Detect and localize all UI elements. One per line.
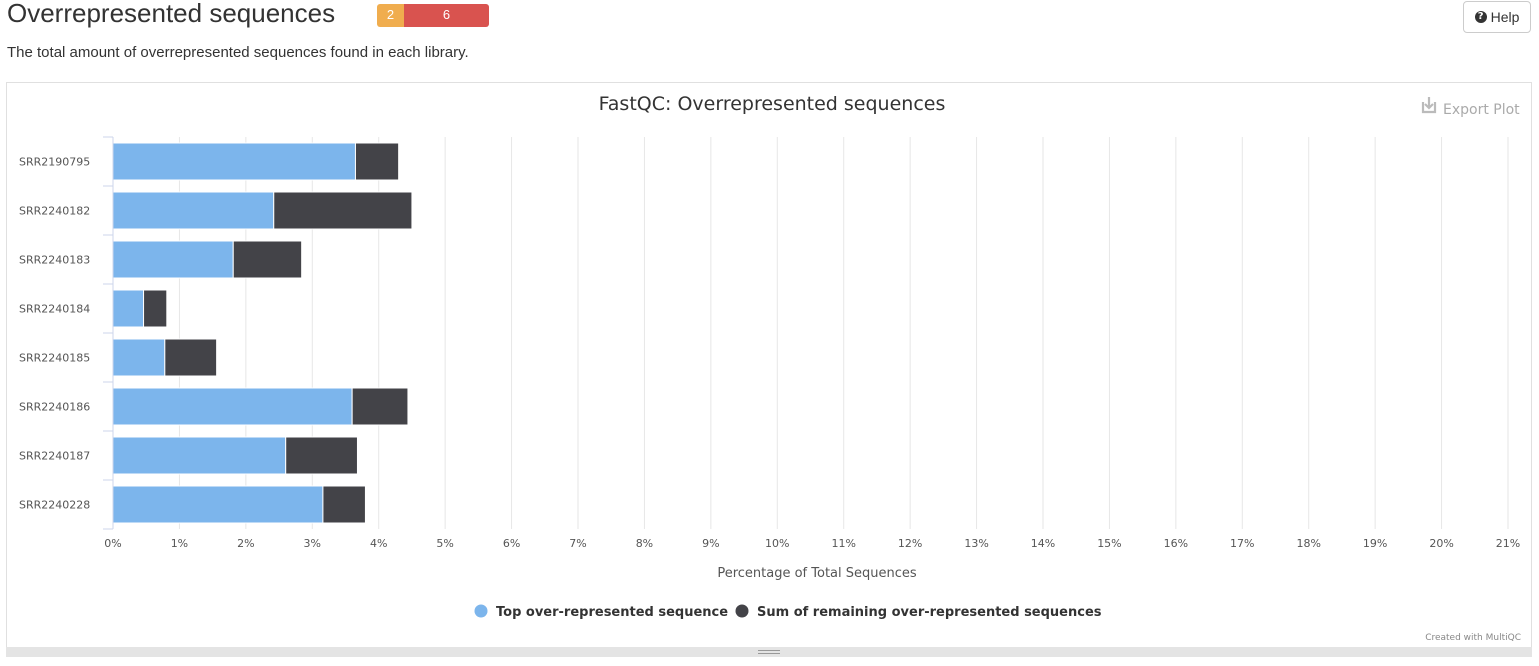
y-tick-label: SRR2240183 xyxy=(19,254,90,267)
x-tick-label: 18% xyxy=(1296,537,1320,550)
y-tick-label: SRR2190795 xyxy=(19,156,90,169)
y-tick-label: SRR2240228 xyxy=(19,499,90,512)
y-tick-label: SRR2240182 xyxy=(19,205,90,218)
bar-top-sequence[interactable] xyxy=(112,191,275,230)
export-plot-label: Export Plot xyxy=(1443,102,1520,118)
bar-top-sequence[interactable] xyxy=(112,289,145,328)
question-circle-icon: ? xyxy=(1474,11,1487,23)
bar-remaining-sequences[interactable] xyxy=(232,240,303,279)
status-fail-count[interactable]: 6 xyxy=(404,4,489,27)
legend-label: Top over-represented sequence xyxy=(496,605,728,620)
legend-label: Sum of remaining over-represented sequen… xyxy=(757,605,1102,620)
bar-top-sequence[interactable] xyxy=(112,485,324,524)
bar-remaining-sequences[interactable] xyxy=(351,387,409,426)
drag-handle-icon xyxy=(758,650,780,654)
multiqc-credit: Created with MultiQC xyxy=(1425,633,1521,643)
section-title: Overrepresented sequences xyxy=(7,0,336,28)
bar-chart: FastQC: Overrepresented sequences Export… xyxy=(19,93,1521,643)
chart-title: FastQC: Overrepresented sequences xyxy=(599,93,946,115)
legend-item[interactable]: Top over-represented sequence xyxy=(474,604,729,621)
x-tick-label: 16% xyxy=(1164,537,1188,550)
plot-container: FastQC: Overrepresented sequences Export… xyxy=(6,82,1532,648)
y-tick-label: SRR2240185 xyxy=(19,352,90,365)
x-tick-label: 17% xyxy=(1230,537,1254,550)
bar-top-sequence[interactable] xyxy=(112,387,353,426)
bar-remaining-sequences[interactable] xyxy=(164,338,218,377)
x-tick-label: 12% xyxy=(898,537,922,550)
x-tick-label: 4% xyxy=(370,537,387,550)
x-tick-label: 19% xyxy=(1363,537,1387,550)
y-tick-label: SRR2240184 xyxy=(19,303,90,316)
x-tick-label: 11% xyxy=(831,537,855,550)
x-tick-label: 14% xyxy=(1031,537,1055,550)
status-bar: 2 6 xyxy=(377,4,489,27)
x-axis-title: Percentage of Total Sequences xyxy=(717,566,917,581)
bar-remaining-sequences[interactable] xyxy=(354,142,400,181)
help-button-label: Help xyxy=(1490,9,1520,25)
bar-remaining-sequences[interactable] xyxy=(285,436,358,475)
section-description: The total amount of overrepresented sequ… xyxy=(7,44,469,61)
x-tick-label: 13% xyxy=(964,537,988,550)
download-icon xyxy=(1421,97,1437,114)
bar-top-sequence[interactable] xyxy=(112,338,166,377)
legend-marker xyxy=(474,604,488,618)
y-tick-label: SRR2240187 xyxy=(19,450,90,463)
x-tick-label: 7% xyxy=(569,537,586,550)
status-warn-count[interactable]: 2 xyxy=(377,4,404,27)
y-tick-label: SRR2240186 xyxy=(19,401,90,414)
x-tick-label: 6% xyxy=(503,537,520,550)
x-tick-label: 15% xyxy=(1097,537,1121,550)
bar-top-sequence[interactable] xyxy=(112,436,287,475)
legend-item[interactable]: Sum of remaining over-represented sequen… xyxy=(735,604,1102,621)
x-tick-label: 20% xyxy=(1429,537,1453,550)
x-tick-label: 21% xyxy=(1496,537,1520,550)
x-tick-label: 1% xyxy=(171,537,188,550)
x-tick-label: 10% xyxy=(765,537,789,550)
bar-remaining-sequences[interactable] xyxy=(322,485,366,524)
x-tick-label: 9% xyxy=(702,537,719,550)
x-tick-label: 3% xyxy=(304,537,321,550)
x-tick-label: 0% xyxy=(104,537,121,550)
bar-remaining-sequences[interactable] xyxy=(273,191,413,230)
help-button[interactable]: ? Help xyxy=(1463,1,1531,33)
x-tick-label: 5% xyxy=(436,537,453,550)
legend-marker xyxy=(735,604,749,618)
bar-remaining-sequences[interactable] xyxy=(143,289,168,328)
export-plot-button[interactable]: Export Plot xyxy=(1421,97,1520,118)
bar-top-sequence[interactable] xyxy=(112,142,356,181)
plot-resize-handle[interactable] xyxy=(6,647,1532,657)
x-tick-label: 8% xyxy=(636,537,653,550)
bar-top-sequence[interactable] xyxy=(112,240,234,279)
x-tick-label: 2% xyxy=(237,537,254,550)
